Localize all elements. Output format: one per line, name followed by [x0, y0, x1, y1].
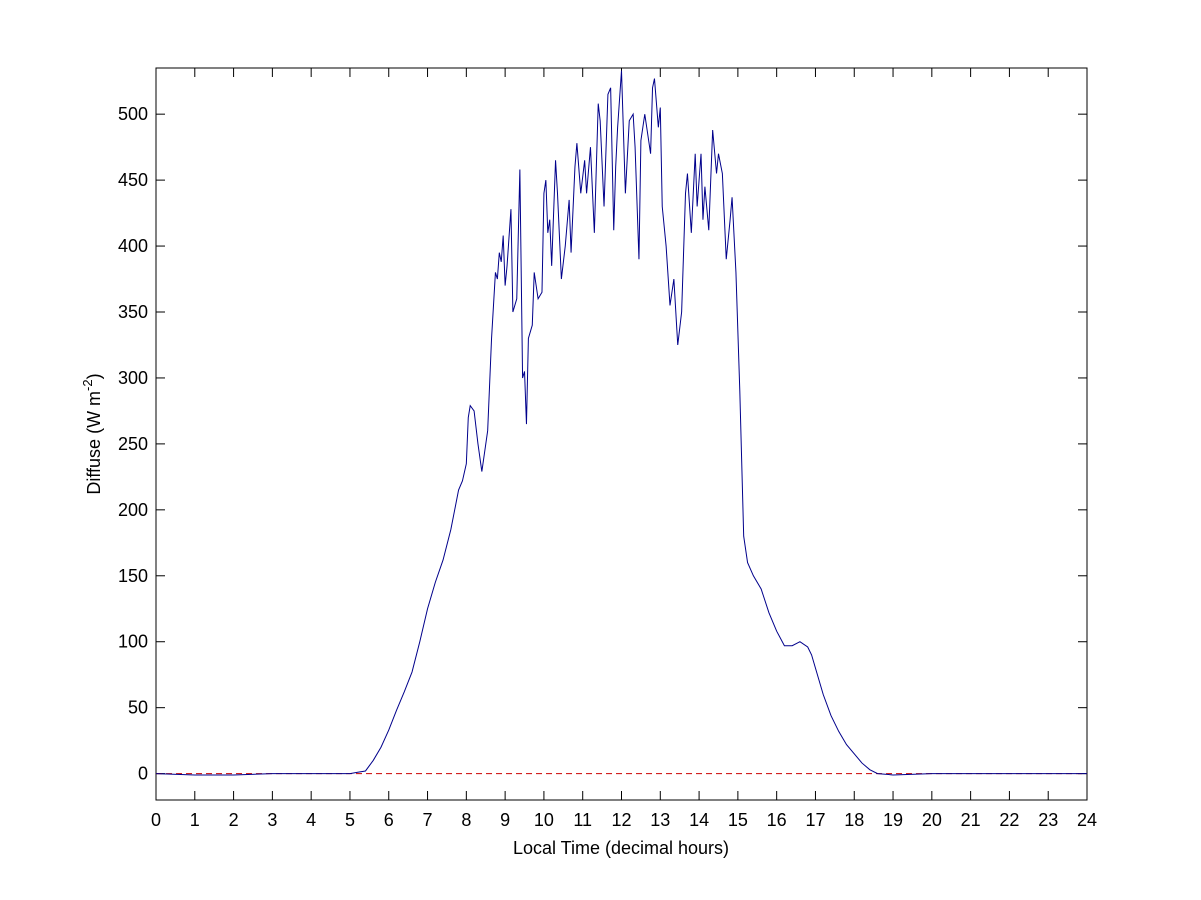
- y-label-end: ): [84, 373, 104, 379]
- y-tick-label: 0: [138, 764, 148, 784]
- x-tick-label: 7: [423, 810, 433, 830]
- y-tick-label: 150: [118, 566, 148, 586]
- y-label-main: Diffuse (W m: [84, 391, 104, 495]
- y-tick-label: 200: [118, 500, 148, 520]
- x-tick-label: 20: [922, 810, 942, 830]
- x-tick-label: 3: [267, 810, 277, 830]
- data-line: [155, 70, 1087, 776]
- x-tick-label: 24: [1077, 810, 1097, 830]
- x-tick-label: 17: [805, 810, 825, 830]
- y-tick-label: 50: [128, 698, 148, 718]
- plot-frame: [155, 67, 1088, 801]
- x-tick-label: 22: [999, 810, 1019, 830]
- x-tick-label: 6: [384, 810, 394, 830]
- x-tick-label: 23: [1038, 810, 1058, 830]
- x-tick-label: 21: [961, 810, 981, 830]
- x-tick-label: 19: [883, 810, 903, 830]
- x-tick-label: 15: [728, 810, 748, 830]
- x-tick-label: 2: [229, 810, 239, 830]
- x-tick-label: 4: [306, 810, 316, 830]
- y-tick-label: 300: [118, 368, 148, 388]
- x-tick-label: 13: [650, 810, 670, 830]
- x-tick-label: 10: [534, 810, 554, 830]
- y-tick-label: 500: [118, 104, 148, 124]
- x-tick-label: 8: [461, 810, 471, 830]
- y-label-sup: -2: [80, 379, 95, 391]
- y-tick-label: 350: [118, 302, 148, 322]
- x-tick-label: 5: [345, 810, 355, 830]
- x-tick-label: 0: [151, 810, 161, 830]
- x-tick-label: 1: [190, 810, 200, 830]
- y-tick-label: 400: [118, 236, 148, 256]
- x-tick-label: 14: [689, 810, 709, 830]
- y-tick-label: 250: [118, 434, 148, 454]
- x-axis-label: Local Time (decimal hours): [513, 838, 729, 858]
- x-tick-label: 12: [611, 810, 631, 830]
- y-axis-label: Diffuse (W m-2): [80, 373, 104, 494]
- x-tick-label: 9: [500, 810, 510, 830]
- x-tick-label: 11: [573, 810, 592, 830]
- x-tick-label: 16: [767, 810, 787, 830]
- y-tick-label: 100: [118, 632, 148, 652]
- y-tick-label: 450: [118, 170, 148, 190]
- x-tick-label: 18: [844, 810, 864, 830]
